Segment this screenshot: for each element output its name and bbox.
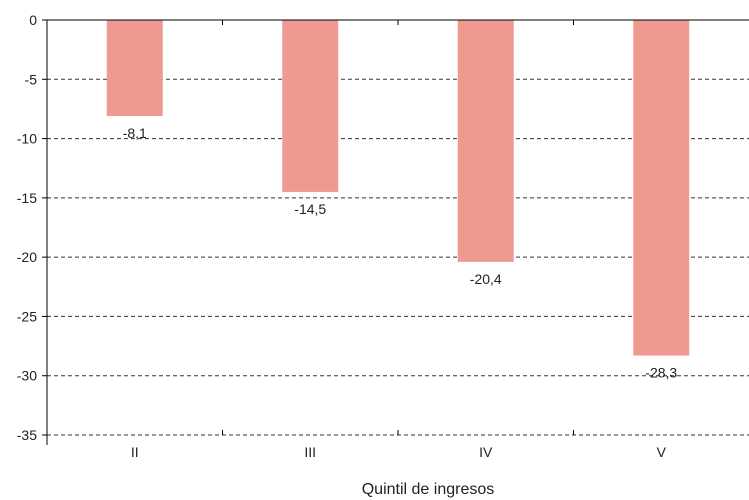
- bar-iv: [457, 20, 514, 262]
- y-tick-label: -30: [17, 368, 37, 384]
- data-label: -14,5: [294, 201, 326, 217]
- data-label: -20,4: [470, 271, 502, 287]
- y-tick-label: -15: [17, 190, 37, 206]
- x-tick-label: V: [657, 444, 667, 460]
- y-tick-label: -25: [17, 308, 37, 324]
- y-tick-label: -5: [25, 71, 38, 87]
- x-tick-label: III: [304, 444, 316, 460]
- data-label: -28,3: [645, 365, 677, 381]
- y-tick-label: -35: [17, 427, 37, 443]
- bar-ii: [106, 20, 163, 117]
- axis-layer: [42, 19, 749, 445]
- x-axis-title: Quintil de ingresos: [362, 481, 495, 498]
- bar-v: [633, 20, 690, 356]
- y-tick-label: 0: [29, 12, 37, 28]
- data-label: -8,1: [123, 125, 147, 141]
- y-tick-label: -10: [17, 131, 37, 147]
- y-tick-label: -20: [17, 249, 37, 265]
- x-tick-label: II: [131, 444, 139, 460]
- x-tick-label: IV: [479, 444, 493, 460]
- bar-iii: [282, 20, 339, 192]
- label-layer: 0 -5 -10 -15 -20 -25 -30 -35 -8,1 II -14,5 III -20,4…: [17, 12, 678, 460]
- bar-layer: [106, 20, 690, 356]
